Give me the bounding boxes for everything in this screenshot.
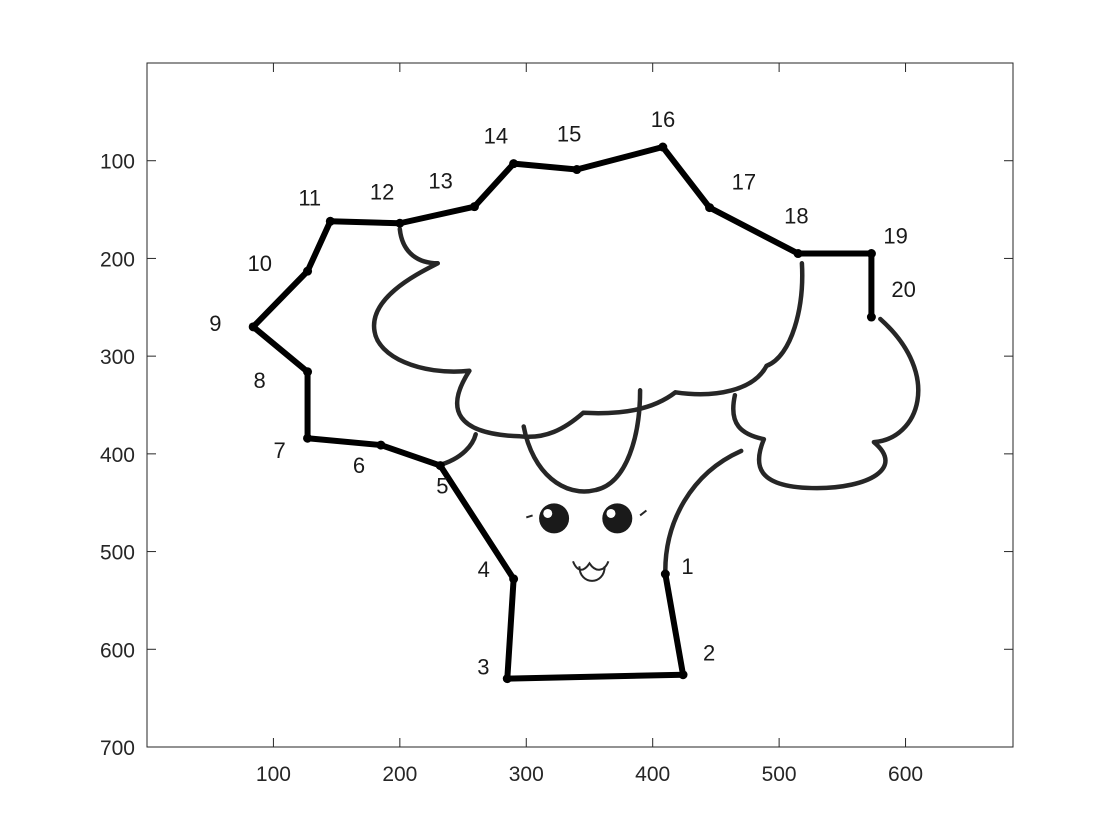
y-tick-label: 400 [100,444,135,467]
dot-number-label: 12 [370,179,394,204]
dot-marker [509,159,519,169]
dot-number-label: 3 [477,655,489,680]
dot-marker [660,569,670,579]
connecting-segment [573,144,666,173]
right-eyelash [639,509,648,517]
dot-number-label: 6 [353,453,365,478]
dot-marker [866,312,876,322]
dot-number-label: 11 [298,185,321,210]
dot-marker [502,674,512,684]
dot-number-label: 1 [681,554,693,579]
y-tick-label: 700 [100,737,135,760]
inner-stem-curve [521,388,643,494]
dot-number-label: 4 [478,557,490,582]
dot-marker [376,440,386,450]
dot-marker [303,367,313,377]
left-eye-highlight [543,508,553,518]
dot-number-label: 15 [557,122,581,147]
x-tick-label: 500 [762,763,797,786]
dot-number-label: 2 [703,641,715,666]
dot-number-label: 17 [732,170,756,195]
left-eye [539,503,570,534]
dot-number-label: 18 [784,204,808,229]
y-tick-label: 600 [100,639,135,662]
dot-marker [435,461,445,471]
y-tick-label: 100 [100,151,135,174]
dot-number-label: 5 [436,474,448,499]
dot-marker [303,433,313,443]
connecting-segment [304,435,384,449]
dot-number-label: 13 [428,169,452,194]
dot-number-label: 10 [248,251,272,276]
dot-marker [678,670,688,680]
dot-marker [705,203,715,213]
right-eye-highlight [606,508,616,518]
connecting-segment [327,218,403,227]
dot-number-label: 16 [651,107,675,132]
axis-ticks [147,63,1013,748]
connecting-segment [659,144,713,211]
dot-marker [395,218,405,228]
dot-number-label: 7 [274,438,286,463]
connecting-segment [437,462,517,582]
x-tick-label: 200 [382,763,417,786]
connecting-segment [250,323,311,375]
dot-marker [325,216,335,226]
dot-marker [658,142,668,152]
connecting-segment [396,203,478,227]
dot-marker [509,574,519,584]
mouth [578,566,606,582]
axis-tick-labels: 100 200 300 400 500 600 100 200 300 400 500 600 700 [100,151,923,786]
axes-box [146,62,1014,748]
dot-marker [248,322,258,332]
connecting-segment [504,575,517,682]
dot-number-label: 9 [209,311,221,336]
connecting-segment [377,442,444,469]
y-tick-label: 500 [100,542,135,565]
right-stem-curve [663,448,744,574]
dot-marker [793,249,803,259]
y-tick-label: 300 [100,346,135,369]
x-tick-label: 400 [635,763,670,786]
dot-marker [572,165,582,175]
right-eye [602,503,633,534]
crown-outline [371,226,805,440]
connecting-segment [662,571,687,678]
connecting-segment [250,268,311,330]
connecting-segment [471,160,517,210]
dot-number-label: 20 [891,277,915,302]
dot-marker [469,202,479,212]
connecting-segment [304,218,334,275]
left-eyelash [525,514,533,519]
x-tick-label: 100 [256,763,291,786]
dot-number-label: 8 [254,368,266,393]
x-tick-label: 300 [509,763,544,786]
connecting-segment [706,204,802,257]
connecting-segment [504,671,687,682]
connected-dots-series [248,142,876,684]
dot-number-label: 19 [883,224,907,249]
x-tick-label: 600 [888,763,923,786]
dot-number-label: 14 [484,124,508,149]
dot-marker [866,249,876,259]
dot-marker [303,266,313,276]
right-floret-outline [731,316,921,491]
y-tick-label: 200 [100,248,135,271]
connecting-segment [510,160,580,173]
